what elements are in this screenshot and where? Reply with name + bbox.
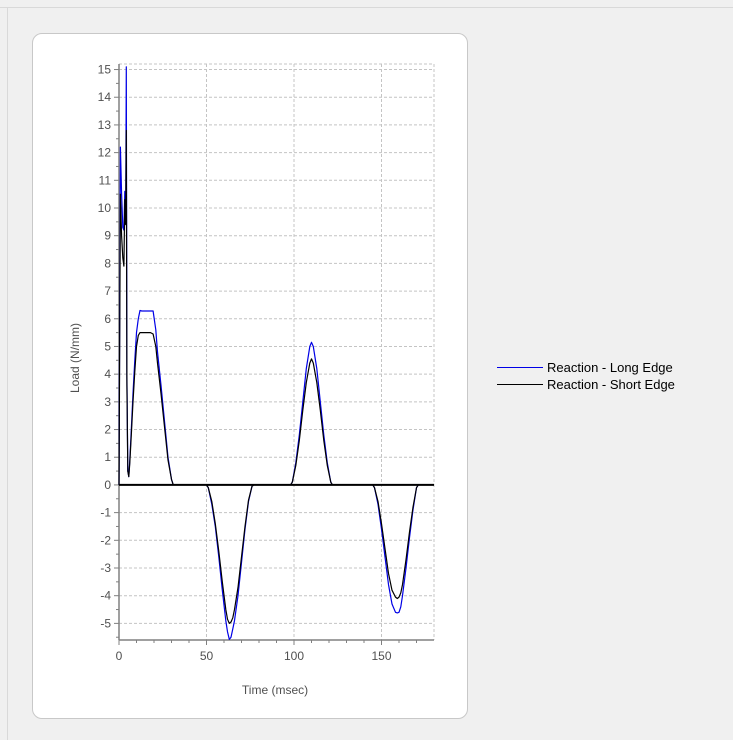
y-tick-label: 7 bbox=[104, 284, 111, 298]
x-tick-label: 50 bbox=[200, 649, 214, 663]
y-tick-label: 13 bbox=[98, 118, 112, 132]
y-tick-label: -5 bbox=[100, 616, 111, 630]
y-tick-label: 10 bbox=[98, 201, 112, 215]
series-line-reaction-short-edge bbox=[118, 129, 434, 625]
y-tick-label: -4 bbox=[100, 589, 111, 603]
legend-item-long-edge: Reaction - Long Edge bbox=[497, 359, 727, 375]
legend-item-short-edge: Reaction - Short Edge bbox=[497, 376, 727, 392]
window-top-border bbox=[0, 7, 733, 8]
x-tick-label: 150 bbox=[371, 649, 391, 663]
y-tick-label: 8 bbox=[104, 256, 111, 270]
y-tick-label: 15 bbox=[98, 63, 112, 77]
y-tick-label: -1 bbox=[100, 506, 111, 520]
y-tick-label: 2 bbox=[104, 423, 111, 437]
y-axis-title: Load (N/mm) bbox=[68, 323, 82, 393]
window-left-border bbox=[7, 7, 8, 740]
chart-legend: Reaction - Long Edge Reaction - Short Ed… bbox=[497, 359, 727, 393]
x-axis-title: Time (msec) bbox=[242, 683, 308, 697]
y-tick-label: 6 bbox=[104, 312, 111, 326]
y-tick-label: 14 bbox=[98, 90, 112, 104]
series-lines bbox=[118, 66, 434, 641]
y-tick-label: 1 bbox=[104, 450, 111, 464]
legend-label-short-edge: Reaction - Short Edge bbox=[547, 376, 675, 392]
x-tick-label: 100 bbox=[284, 649, 304, 663]
legend-label-long-edge: Reaction - Long Edge bbox=[547, 359, 673, 375]
chart-panel bbox=[32, 33, 468, 719]
legend-swatch-short-edge bbox=[497, 383, 543, 385]
y-tick-label: -3 bbox=[100, 561, 111, 575]
y-tick-label: 9 bbox=[104, 229, 111, 243]
y-tick-label: 12 bbox=[98, 146, 112, 160]
legend-swatch-long-edge bbox=[497, 366, 543, 368]
y-tick-label: 4 bbox=[104, 367, 111, 381]
y-tick-label: 5 bbox=[104, 339, 111, 353]
grid-lines bbox=[119, 63, 435, 640]
y-tick-label: -2 bbox=[100, 533, 111, 547]
y-tick-label: 11 bbox=[99, 173, 112, 187]
x-tick-label: 0 bbox=[116, 649, 123, 663]
y-tick-label: 0 bbox=[104, 478, 111, 492]
y-tick-label: 3 bbox=[104, 395, 111, 409]
